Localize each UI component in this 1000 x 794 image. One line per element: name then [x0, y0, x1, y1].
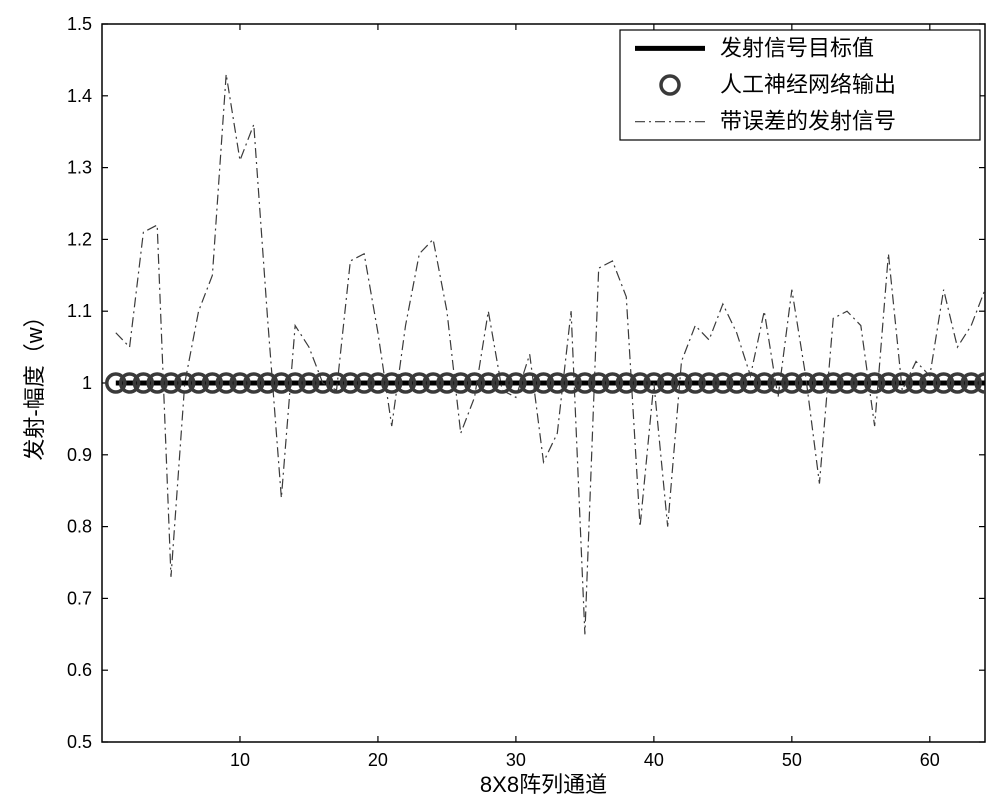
legend-label: 发射信号目标值: [720, 35, 874, 60]
x-axis-label: 8X8阵列通道: [480, 772, 607, 794]
x-tick-label: 50: [782, 750, 802, 770]
y-tick-label: 0.7: [67, 588, 92, 608]
y-axis-label: 发射-幅度（w）: [22, 305, 47, 460]
y-tick-label: 0.6: [67, 660, 92, 680]
y-tick-label: 0.8: [67, 517, 92, 537]
chart-container: 10 20 30 40 50 60 0.5 0.6 0.7 0.8 0.9 1 1.1 1.2 1.3 1.4…: [0, 0, 1000, 794]
y-tick-label: 1: [82, 373, 92, 393]
y-tick-label: 1.2: [67, 229, 92, 249]
y-tick-label: 1.5: [67, 14, 92, 34]
series-error: [116, 74, 985, 634]
x-tick-label: 40: [644, 750, 664, 770]
plot-area: [107, 74, 994, 634]
y-tick-label: 1.4: [67, 86, 92, 106]
x-tick-label: 20: [368, 750, 388, 770]
x-tick-label: 30: [506, 750, 526, 770]
legend-label: 带误差的发射信号: [720, 109, 896, 134]
chart-svg: 10 20 30 40 50 60 0.5 0.6 0.7 0.8 0.9 1 1.1 1.2 1.3 1.4…: [0, 0, 1000, 794]
legend-label: 人工神经网络输出: [720, 72, 896, 97]
x-tick-label: 60: [920, 750, 940, 770]
y-tick-label: 0.5: [67, 732, 92, 752]
x-tick-label: 10: [230, 750, 250, 770]
y-tick-label: 0.9: [67, 445, 92, 465]
y-tick-label: 1.1: [67, 301, 92, 321]
y-tick-label: 1.3: [67, 158, 92, 178]
